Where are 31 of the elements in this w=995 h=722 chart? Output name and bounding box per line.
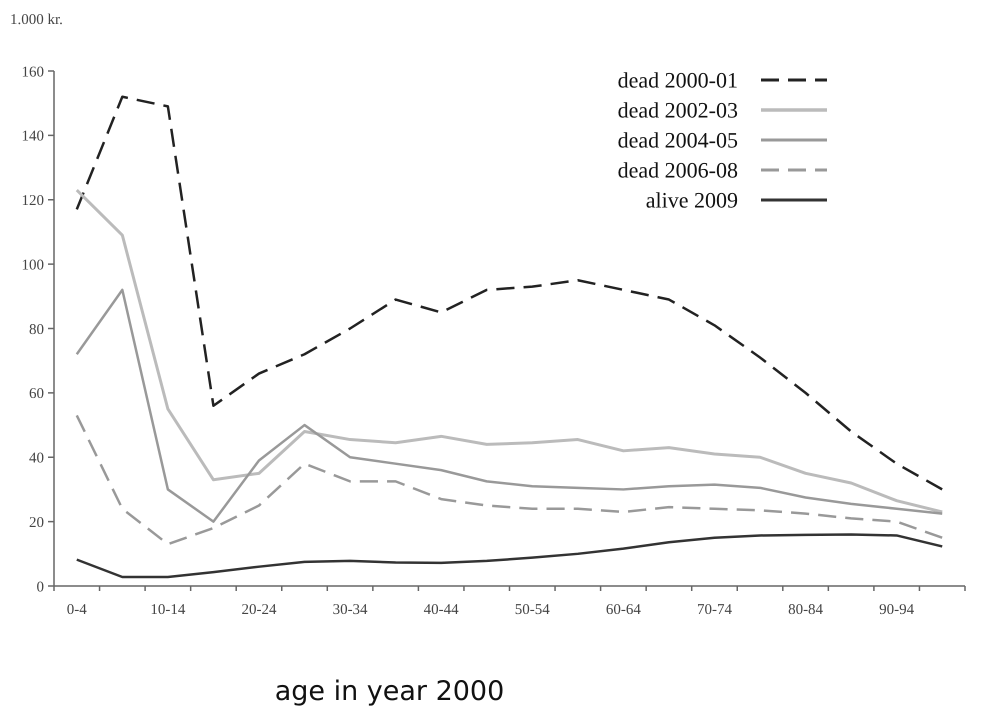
line-series [76, 96, 944, 491]
y-tick-label: 20 [29, 514, 44, 531]
legend-label: alive 2009 [646, 188, 738, 213]
line-series [76, 288, 944, 523]
x-tick-label: 50-54 [514, 602, 550, 618]
y-axis-title: 1.000 kr. [10, 12, 63, 28]
line-series [76, 414, 944, 546]
x-tick-label: 20-24 [241, 602, 277, 618]
line-series [75, 188, 944, 514]
x-tick-label: 80-84 [788, 602, 824, 618]
x-tick-label: 70-74 [696, 602, 732, 618]
x-axis-title: age in year 2000 [274, 676, 504, 707]
y-tick-label: 0 [36, 579, 44, 596]
legend-label: dead 2006-08 [618, 158, 738, 183]
legend-label: dead 2000-01 [618, 68, 738, 93]
y-tick-label: 160 [22, 64, 44, 80]
legend-label: dead 2004-05 [618, 128, 738, 153]
x-tick-label: 40-44 [424, 602, 460, 618]
legend-label: dead 2002-03 [618, 98, 738, 123]
line-series [76, 533, 944, 578]
y-tick-label: 120 [22, 193, 44, 209]
x-tick-label: 10-14 [150, 602, 186, 618]
x-tick-label: 30-34 [332, 602, 368, 618]
x-tick-label: 60-64 [606, 602, 642, 618]
x-tick-label: 90-94 [879, 602, 915, 618]
x-tick-label: 0-4 [66, 602, 88, 618]
y-tick-label: 100 [22, 257, 44, 274]
y-tick-label: 80 [29, 322, 44, 338]
y-tick-label: 140 [22, 128, 44, 145]
y-tick-label: 60 [29, 386, 44, 402]
y-tick-label: 40 [29, 450, 44, 466]
